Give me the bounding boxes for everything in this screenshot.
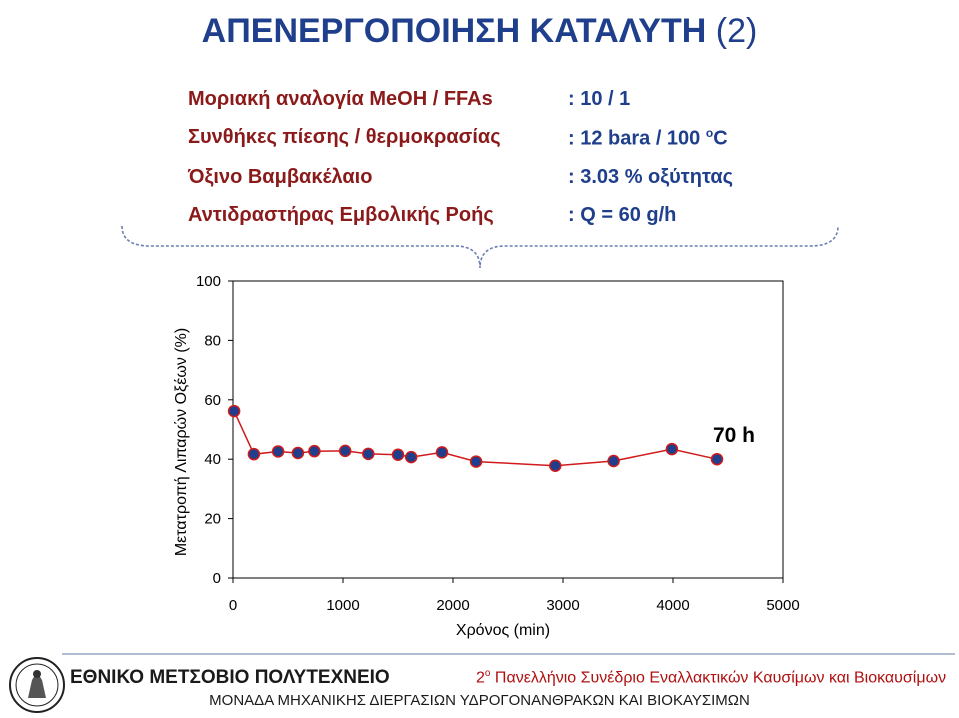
- data-point: [435, 446, 449, 459]
- data-point: [665, 442, 679, 456]
- condition-label-pressure-temp: Συνθήκες πίεσης / θερμοκρασίας: [188, 126, 501, 148]
- data-point: [338, 444, 352, 458]
- conditions-brace: [121, 225, 839, 269]
- condition-label-molar-ratio: Μοριακή αναλογία MeOH / FFAs: [188, 88, 493, 110]
- x-tick-label: 0: [229, 597, 237, 614]
- y-tick-label: 100: [196, 273, 221, 290]
- x-ticks: 0 1000 2000 3000 4000 5000: [229, 578, 800, 614]
- page-title: ΑΠΕΝΕΡΓΟΠΟΙΗΣΗ ΚΑΤΑΛΥΤΗ (2): [0, 12, 959, 51]
- chart-annotation: 70 h: [713, 424, 755, 447]
- data-point: [247, 447, 261, 461]
- x-axis-label: Χρόνος (min): [456, 622, 550, 639]
- data-point: [308, 444, 321, 458]
- pressure-temp-value: : 12 bara / 100: [568, 127, 706, 150]
- condition-value-molar-ratio: : 10 / 1: [568, 88, 631, 110]
- celsius-unit: C: [713, 127, 728, 150]
- condition-value-oil: : 3.03 % οξύτητας: [568, 166, 734, 188]
- data-point: [362, 447, 375, 461]
- data-point: [271, 445, 285, 458]
- series-markers: [227, 404, 724, 472]
- data-point: [404, 450, 418, 464]
- degree-sup: o: [705, 126, 714, 140]
- y-axis-label: Μετατροπή Λιπαρών Οξέων (%): [173, 328, 190, 556]
- conference-name: Πανελλήνιο Συνέδριο Εναλλακτικών Καυσίμω…: [490, 669, 947, 687]
- footer-university: ΕΘΝΙΚΟ ΜΕΤΣΟΒΙΟ ΠΟΛΥΤΕΧΝΕΙΟ: [70, 667, 390, 688]
- plot-area: [232, 280, 784, 579]
- data-point: [227, 404, 241, 418]
- conference-ordinal: ο: [484, 668, 491, 679]
- data-point: [291, 446, 305, 460]
- x-tick-label: 1000: [326, 597, 359, 614]
- y-ticks: 0 20 40 60 80 100: [196, 273, 233, 587]
- condition-label-reactor: Αντιδραστήρας Εμβολικής Ροής: [188, 204, 494, 226]
- title-suffix: (2): [715, 12, 758, 50]
- y-tick-label: 20: [204, 511, 221, 528]
- y-tick-label: 40: [204, 451, 221, 468]
- data-point: [469, 455, 483, 468]
- x-tick-label: 5000: [766, 597, 799, 614]
- condition-value-pressure-temp: : 12 bara / 100 oC: [568, 126, 728, 151]
- conference-number: 2: [476, 669, 485, 687]
- y-tick-label: 80: [204, 332, 221, 349]
- data-point: [391, 448, 405, 461]
- title-main: ΑΠΕΝΕΡΓΟΠΟΙΗΣΗ ΚΑΤΑΛΥΤΗ: [201, 12, 707, 50]
- x-tick-label: 2000: [436, 597, 469, 614]
- x-tick-label: 4000: [656, 597, 689, 614]
- data-point: [549, 459, 562, 472]
- footer-unit: ΜΟΝΑΔΑ ΜΗΧΑΝΙΚΗΣ ΔΙΕΡΓΑΣΙΩΝ ΥΔΡΟΓΟΝΑΝΘΡΑ…: [209, 692, 750, 709]
- y-tick-label: 60: [204, 392, 221, 409]
- data-point: [710, 452, 724, 466]
- y-tick-label: 0: [213, 570, 221, 587]
- university-seal-icon: [9, 657, 65, 713]
- footer-conference: 2ο Πανελλήνιο Συνέδριο Εναλλακτικών Καυσ…: [476, 668, 946, 687]
- condition-label-oil: Όξινο Βαμβακέλαιο: [188, 166, 373, 188]
- data-point: [607, 454, 620, 468]
- condition-value-reactor: : Q = 60 g/h: [568, 204, 677, 226]
- x-tick-label: 3000: [546, 597, 579, 614]
